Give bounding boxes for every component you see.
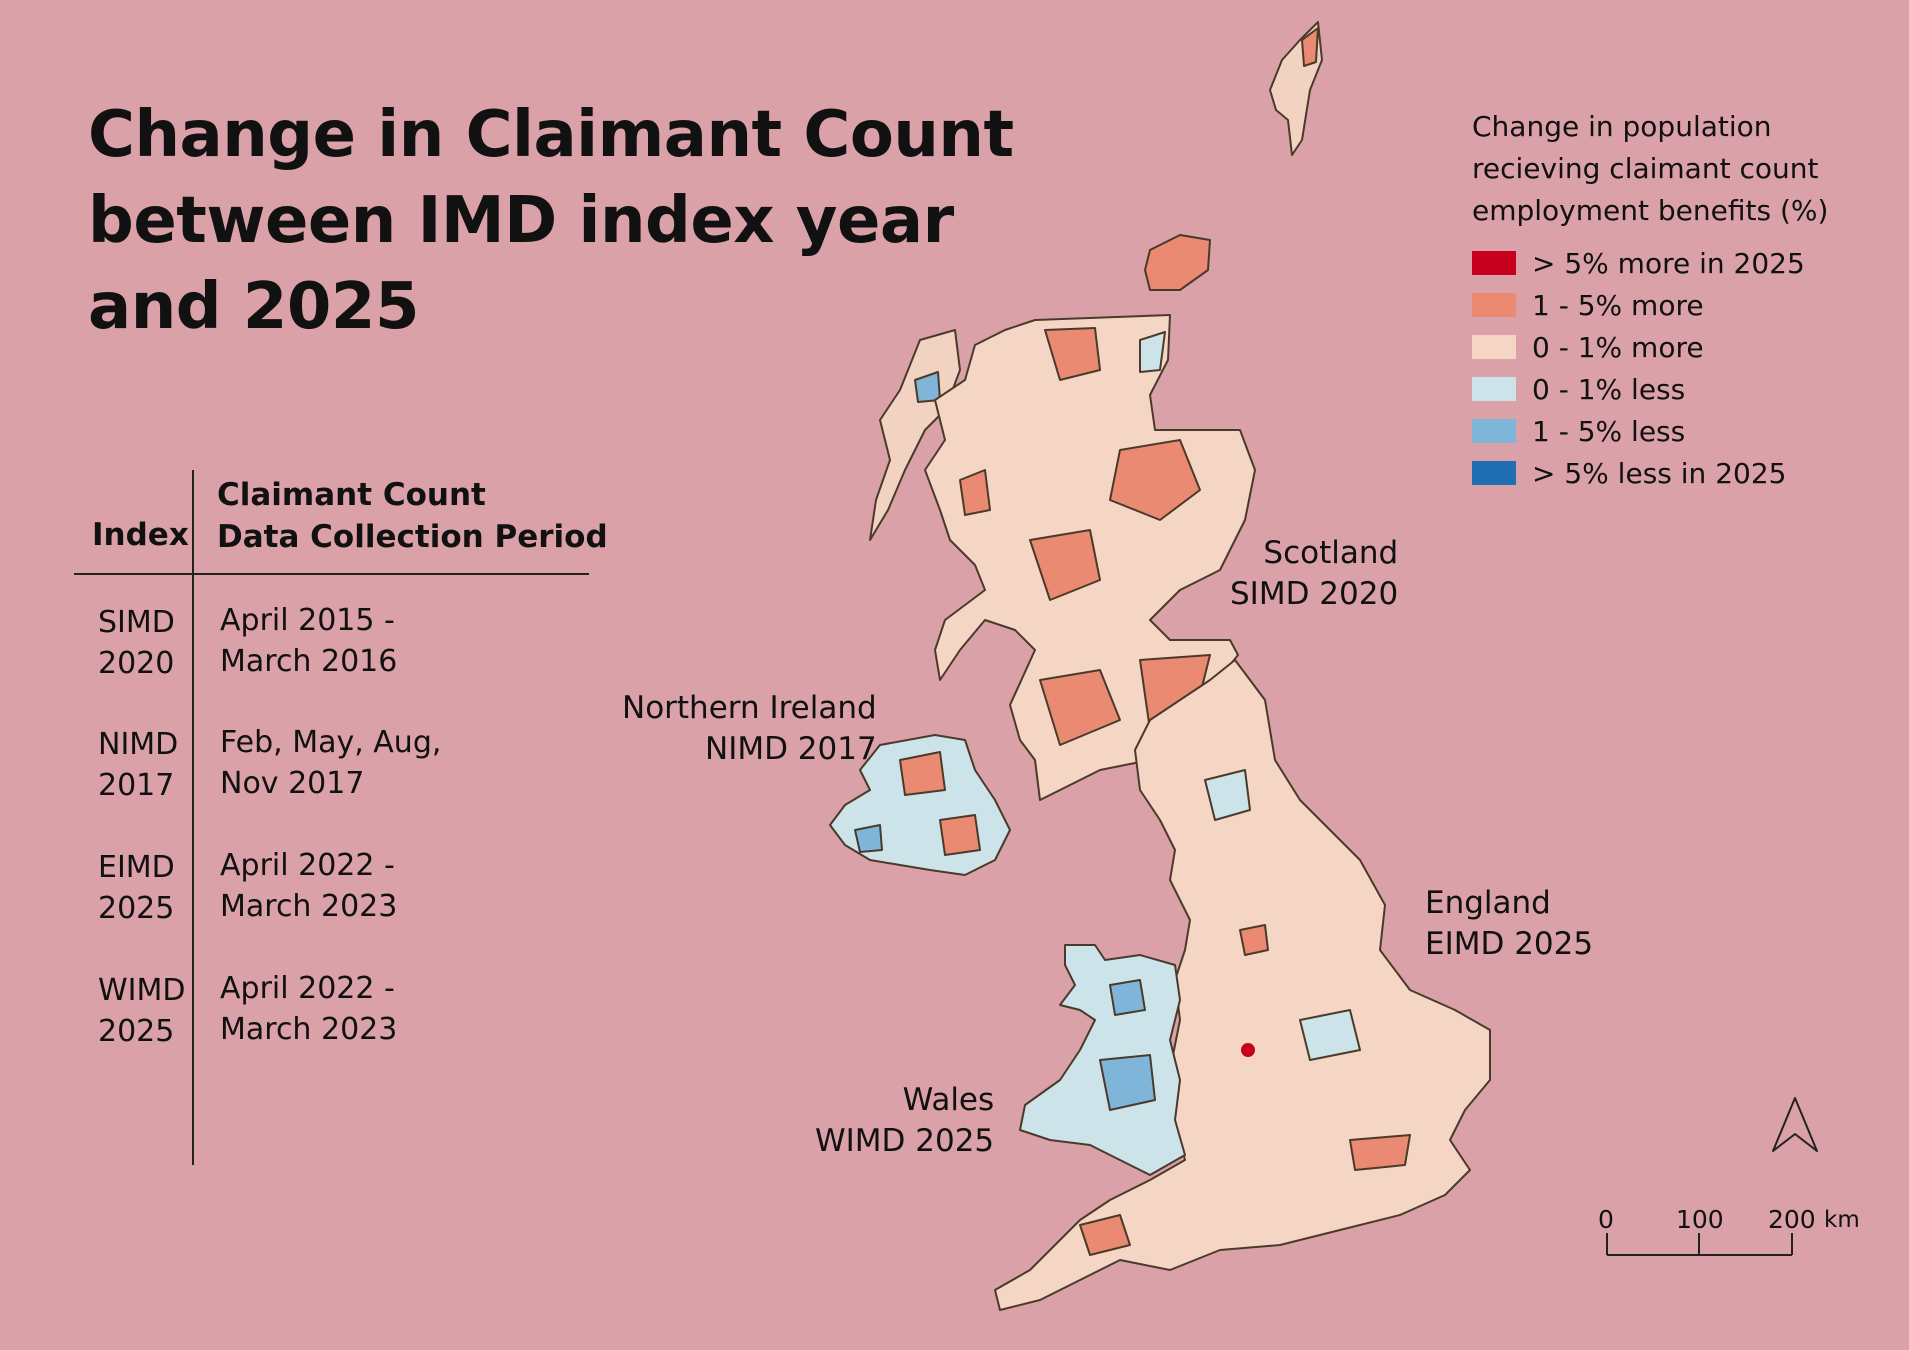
legend-swatch (1472, 251, 1516, 275)
legend-item: 1 - 5% more (1472, 284, 1828, 326)
scale-unit: km (1824, 1207, 1860, 1233)
legend-item: 0 - 1% more (1472, 326, 1828, 368)
scale-tick-0: 0 (1598, 1205, 1614, 1234)
row-index-line: NIMD (98, 727, 179, 762)
orkney-islands (1144, 234, 1211, 291)
row-index-line: 2020 (98, 646, 175, 681)
table-header-period-line-2: Data Collection Period (217, 519, 608, 555)
table-header-index: Index (92, 517, 189, 553)
row-period-line: March 2016 (220, 644, 398, 679)
label-line: WIMD 2025 (815, 1123, 995, 1159)
table-row-index-simd: SIMD 2020 (98, 602, 175, 684)
scotland-patch-2 (1029, 529, 1101, 601)
ni-patch-1 (899, 751, 946, 796)
england-patch-3 (1239, 924, 1269, 956)
legend-label: 0 - 1% less (1532, 372, 1686, 406)
north-arrow-icon (1772, 1097, 1818, 1152)
label-line: Wales (902, 1082, 995, 1118)
label-line: Scotland (1263, 535, 1399, 571)
map-title: Change in Claimant Count between IMD ind… (88, 92, 1014, 350)
label-line: SIMD 2020 (1230, 576, 1399, 612)
wales-patch-2 (1109, 979, 1146, 1016)
legend-swatch (1472, 293, 1516, 317)
row-period-line: March 2023 (220, 889, 398, 924)
legend-label: > 5% less in 2025 (1532, 456, 1787, 490)
title-line-1: Change in Claimant Count (88, 98, 1014, 172)
legend-item: 0 - 1% less (1472, 368, 1828, 410)
scotland-patch-7 (959, 469, 991, 516)
row-index-line: 2017 (98, 768, 175, 803)
table-row-period-simd: April 2015 - March 2016 (220, 600, 397, 682)
legend-item: > 5% less in 2025 (1472, 452, 1828, 494)
table-row-period-nimd: Feb, May, Aug, Nov 2017 (220, 722, 441, 804)
scotland-patch-1 (1109, 439, 1201, 521)
row-period-line: Nov 2017 (220, 766, 365, 801)
label-wales: Wales WIMD 2025 (815, 1080, 994, 1162)
title-line-3: and 2025 (88, 270, 419, 344)
row-index-line: WIMD (98, 973, 186, 1008)
scotland-patch-3 (1039, 669, 1121, 746)
england-patch-5 (1079, 1214, 1131, 1256)
table-vertical-divider (192, 470, 194, 1165)
legend-item: > 5% more in 2025 (1472, 242, 1828, 284)
row-period-line: March 2023 (220, 1012, 398, 1047)
legend-title-line: recieving claimant count (1472, 152, 1819, 185)
scotland-patch-6 (1139, 331, 1166, 373)
wales-patch-1 (1099, 1054, 1156, 1111)
legend-swatch (1472, 377, 1516, 401)
birmingham-hotspot (1241, 1043, 1255, 1057)
ni-patch-3 (854, 824, 883, 853)
table-row-index-eimd: EIMD 2025 (98, 847, 175, 929)
label-england: England EIMD 2025 (1425, 883, 1593, 965)
legend-swatch (1472, 335, 1516, 359)
row-index-line: EIMD (98, 850, 175, 885)
england-patch-4 (1349, 1134, 1411, 1171)
england-patch-1 (1204, 769, 1251, 821)
row-index-line: SIMD (98, 605, 175, 640)
legend-label: 0 - 1% more (1532, 330, 1704, 364)
row-index-line: 2025 (98, 891, 175, 926)
label-line: England (1425, 885, 1551, 921)
label-line: Northern Ireland (622, 690, 877, 726)
scale-tick-100: 100 (1676, 1205, 1724, 1234)
scotland-patch-5 (1044, 327, 1101, 381)
england-patch-2 (1299, 1009, 1361, 1061)
table-row-index-nimd: NIMD 2017 (98, 724, 178, 806)
row-index-line: 2025 (98, 1014, 175, 1049)
scale-tick-200: 200 (1768, 1205, 1816, 1234)
table-row-index-wimd: WIMD 2025 (98, 970, 186, 1052)
table-horizontal-divider (74, 573, 589, 575)
legend-swatch (1472, 461, 1516, 485)
label-line: EIMD 2025 (1425, 926, 1594, 962)
row-period-line: Feb, May, Aug, (220, 725, 442, 760)
scale-bar (1606, 1233, 1793, 1256)
table-header-period-line-1: Claimant Count (217, 477, 486, 513)
legend-label: 1 - 5% less (1532, 414, 1686, 448)
row-period-line: April 2015 - (220, 603, 395, 638)
label-line: NIMD 2017 (705, 731, 877, 767)
row-period-line: April 2022 - (220, 971, 395, 1006)
legend-title: Change in population recieving claimant … (1472, 106, 1828, 232)
label-northern-ireland: Northern Ireland NIMD 2017 (622, 688, 877, 770)
title-line-2: between IMD index year (88, 184, 954, 258)
label-scotland: Scotland SIMD 2020 (1230, 533, 1398, 615)
table-header-period: Claimant Count Data Collection Period (217, 474, 608, 558)
legend-label: 1 - 5% more (1532, 288, 1704, 322)
row-period-line: April 2022 - (220, 848, 395, 883)
legend-label: > 5% more in 2025 (1532, 246, 1805, 280)
legend-items: > 5% more in 2025 1 - 5% more 0 - 1% more 0… (1472, 242, 1828, 494)
legend-title-line: Change in population (1472, 110, 1772, 143)
legend-swatch (1472, 419, 1516, 443)
ni-patch-2 (939, 814, 981, 856)
legend-title-line: employment benefits (%) (1472, 194, 1829, 227)
table-row-period-wimd: April 2022 - March 2023 (220, 968, 397, 1050)
legend: Change in population recieving claimant … (1472, 106, 1828, 494)
legend-item: 1 - 5% less (1472, 410, 1828, 452)
table-row-period-eimd: April 2022 - March 2023 (220, 845, 397, 927)
shetland-patch (1301, 27, 1319, 67)
